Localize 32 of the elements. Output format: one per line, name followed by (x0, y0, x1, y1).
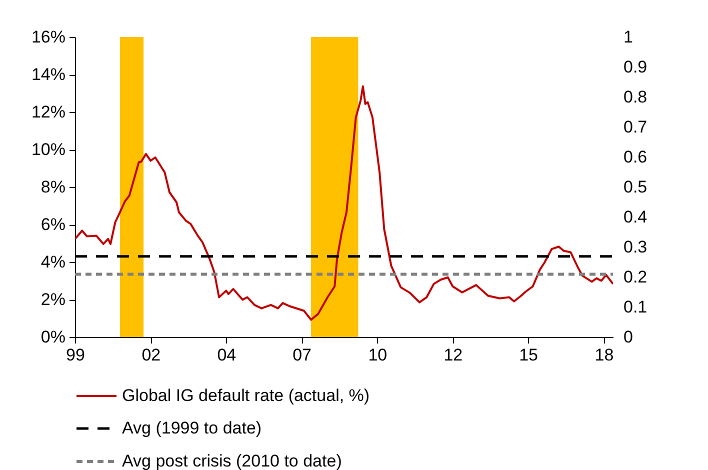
x-tick-label: 99 (66, 346, 85, 364)
y2-tick-label: 0.5 (624, 178, 648, 196)
y-tick-label: 16% (31, 28, 66, 46)
x-tick-label: 07 (292, 346, 312, 364)
y2-tick-label: 0.3 (624, 238, 648, 256)
x-tick-label: 04 (217, 346, 236, 364)
y-tick-label: 10% (31, 140, 66, 159)
y-tick-label: 12% (31, 102, 66, 122)
y2-tick-label: 0.7 (624, 118, 648, 136)
x-tick-label: 02 (142, 346, 161, 364)
x-tick-label: 10 (368, 346, 388, 364)
y2-tick-label: 0 (624, 328, 633, 346)
x-tick-label: 15 (519, 346, 538, 364)
y2-tick-label: 0.6 (624, 148, 648, 166)
legend-label: Avg (1999 to date) (122, 418, 262, 438)
y-tick-label: 0% (40, 328, 66, 346)
y2-tick-label: 0.2 (624, 268, 648, 286)
y2-tick-label: 0.9 (624, 58, 648, 76)
x-tick-label: 12 (444, 346, 463, 364)
line-series (75, 85, 613, 321)
y-tick-label: 14% (31, 65, 66, 84)
y-tick-label: 4% (40, 252, 66, 272)
y2-tick-label: 0.4 (624, 208, 648, 226)
legend-label: Avg post crisis (2010 to date) (122, 452, 342, 470)
y-tick-label: 2% (40, 290, 66, 309)
x-tick-label: 18 (594, 346, 614, 364)
y-tick-label: 6% (40, 215, 66, 234)
y2-tick-label: 0.1 (624, 298, 648, 316)
legend-label: Global IG default rate (actual, %) (122, 386, 370, 405)
y2-tick-label: 0.8 (624, 88, 648, 106)
y2-tick-label: 1 (624, 28, 633, 46)
y-tick-label: 8% (40, 178, 66, 196)
